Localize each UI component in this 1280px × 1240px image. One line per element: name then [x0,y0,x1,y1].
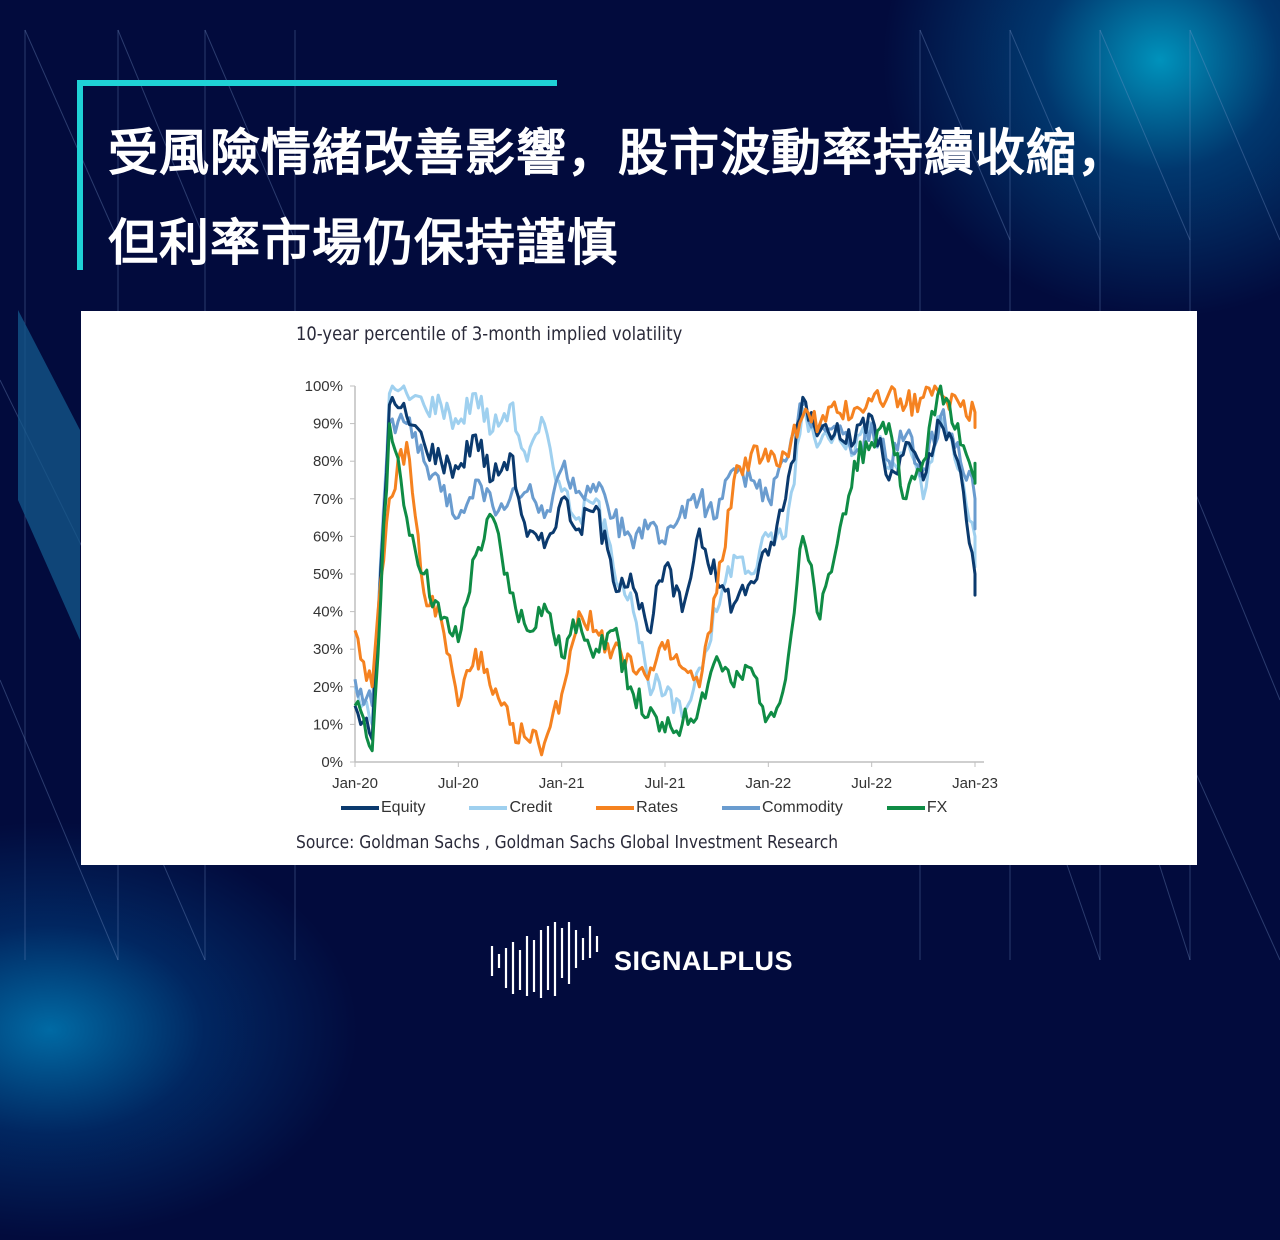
legend-label: Rates [636,799,678,816]
legend-label: Commodity [761,799,843,816]
y-tick-label: 30% [313,641,343,658]
chart-legend: Equity Credit Rates Commodity FX [341,797,991,819]
y-tick-label: 10% [313,716,343,733]
legend-swatch [721,806,760,810]
title-line-2: 但利率市場仍保持謹慎 [108,215,618,271]
chart-title: 10-year percentile of 3-month implied vo… [296,323,683,345]
legend-swatch [886,806,925,810]
chart-series [353,384,977,757]
y-tick-label: 50% [313,566,343,583]
legend-item-equity: Equity [341,799,425,817]
x-tick-label: Jul-21 [645,775,686,792]
y-tick-label: 70% [313,491,343,508]
waveform-bars-icon [490,922,599,998]
x-tick-label: Jan-20 [332,775,378,792]
legend-label: FX [926,799,948,816]
legend-item-credit: Credit [469,799,552,817]
y-tick-label: 0% [321,754,343,771]
x-tick-label: Jul-20 [438,775,479,792]
x-tick-label: Jan-22 [745,775,791,792]
chart-card: 10-year percentile of 3-month implied vo… [81,311,1197,865]
y-tick-label: 20% [313,679,343,696]
y-tick-label: 90% [313,416,343,433]
title-accent-bar-left [77,80,83,270]
background-glow-top-right [880,0,1280,320]
line-chart: 0% 10% 20% 30% 40% 50% 60% 70% 80% 90% 100% Jan-20… [305,378,998,792]
x-axis: Jan-20 Jul-20 Jan-21 Jul-21 Jan-22 Jul-22 Jan-… [332,761,998,792]
legend-swatch [469,806,508,810]
y-tick-label: 40% [313,604,343,621]
y-tick-label: 60% [313,528,343,545]
series-line-rates [353,384,977,757]
brand-logo: SIGNALPLUS [490,918,793,1004]
chart-source: Source: Goldman Sachs , Goldman Sachs Gl… [296,832,839,853]
legend-swatch [596,806,635,810]
y-tick-label: 100% [305,378,343,395]
brand-name: SIGNALPLUS [614,945,794,976]
legend-item-commodity: Commodity [721,799,843,817]
legend-item-rates: Rates [596,799,678,817]
y-tick-label: 80% [313,453,343,470]
series-line-equity [353,395,977,741]
series-line-credit [353,384,977,726]
series-line-commodity [353,400,977,708]
legend-item-fx: FX [886,799,948,817]
x-tick-label: Jul-22 [851,775,892,792]
page-title: 受風險情緒改善影響，股市波動率持續收縮， 但利率市場仍保持謹慎 [108,108,1258,288]
title-accent-bar-top [77,80,557,86]
legend-label: Credit [509,799,553,816]
x-tick-label: Jan-23 [952,775,998,792]
x-tick-label: Jan-21 [539,775,585,792]
y-axis: 0% 10% 20% 30% 40% 50% 60% 70% 80% 90% 100% [305,378,356,771]
legend-swatch [341,806,379,810]
title-line-1: 受風險情緒改善影響，股市波動率持續收縮， [108,125,1128,181]
series-line-fx [353,384,977,753]
legend-label: Equity [381,799,426,816]
